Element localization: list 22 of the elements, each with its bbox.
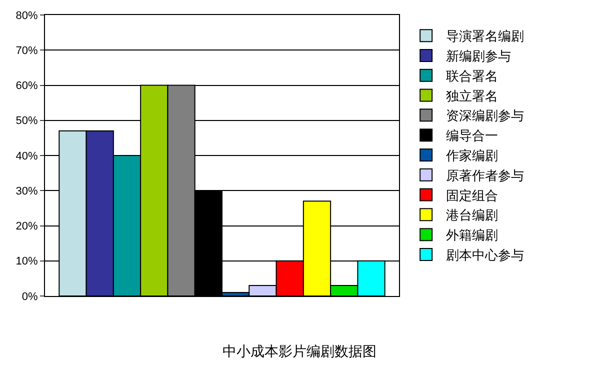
y-tick-label: 20% xyxy=(16,220,38,233)
legend-label: 联合署名 xyxy=(446,68,498,84)
y-tick-label: 60% xyxy=(16,80,38,92)
legend-label: 剧本中心参与 xyxy=(446,248,524,263)
y-tick-label: 80% xyxy=(16,10,38,22)
legend-label: 港台编剧 xyxy=(446,208,498,223)
y-tick-label: 40% xyxy=(16,150,38,162)
legend-label: 资深编剧参与 xyxy=(446,108,524,124)
text: 中小成本影片编剧数据图 xyxy=(222,343,376,360)
legend-label: 独立署名 xyxy=(446,88,498,104)
legend-label: 新编剧参与 xyxy=(446,48,512,64)
legend-label: 编导合一 xyxy=(446,128,498,144)
legend-label: 原著作者参与 xyxy=(446,168,524,183)
y-tick-label: 10% xyxy=(16,256,38,268)
y-tick-label: 0% xyxy=(22,290,38,303)
legend-label: 导演署名编剧 xyxy=(446,28,524,44)
legend-label: 固定组合 xyxy=(446,188,498,203)
y-tick-label: 50% xyxy=(16,115,38,128)
legend-label: 外籍编剧 xyxy=(446,228,498,243)
legend-label: 作家编剧 xyxy=(445,148,498,164)
y-tick-label: 30% xyxy=(16,185,38,198)
y-tick-label: 70% xyxy=(16,44,38,57)
